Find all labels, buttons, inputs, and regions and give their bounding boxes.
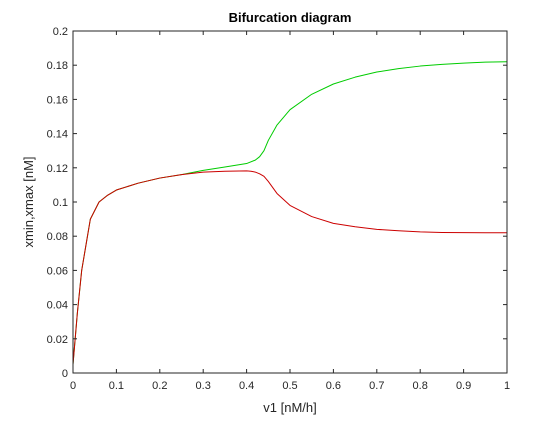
y-tick-label: 0.12 <box>47 163 68 175</box>
chart-title: Bifurcation diagram <box>229 10 352 25</box>
x-tick-label: 0.7 <box>369 380 384 392</box>
x-tick-label: 0.9 <box>456 380 471 392</box>
tick-layer: 0 0.1 0.2 0.3 0.4 0.5 0.6 0.7 0.8 0.9 1 0 0.02 0.04 0.… <box>47 26 510 392</box>
x-tick-label: 0.3 <box>196 380 211 392</box>
y-axis-label: xmin,xmax [nM] <box>21 156 36 247</box>
series-line-red <box>72 170 507 365</box>
series-layer <box>72 61 508 365</box>
y-tick-label: 0.02 <box>47 334 68 346</box>
x-tick-label: 0.4 <box>239 380 254 392</box>
x-tick-label: 0 <box>70 380 76 392</box>
x-tick-label: 0.1 <box>109 380 124 392</box>
y-tick-label: 0.04 <box>47 300 68 312</box>
x-tick-label: 0.5 <box>282 380 297 392</box>
y-tick-label: 0.16 <box>47 94 68 106</box>
plot-background <box>73 31 507 373</box>
y-tick-label: 0.06 <box>47 265 68 277</box>
x-axis-label: v1 [nM/h] <box>263 400 316 415</box>
y-tick-label: 0.08 <box>47 231 68 243</box>
y-tick-label: 0.18 <box>47 60 68 72</box>
x-tick-label: 1 <box>504 380 510 392</box>
x-tick-label: 0.2 <box>152 380 167 392</box>
y-tick-label: 0.2 <box>53 26 68 38</box>
x-tick-label: 0.6 <box>326 380 341 392</box>
y-tick-label: 0.1 <box>53 197 68 209</box>
y-tick-label: 0 <box>62 368 68 380</box>
y-tick-label: 0.14 <box>47 129 68 141</box>
x-tick-label: 0.8 <box>413 380 428 392</box>
